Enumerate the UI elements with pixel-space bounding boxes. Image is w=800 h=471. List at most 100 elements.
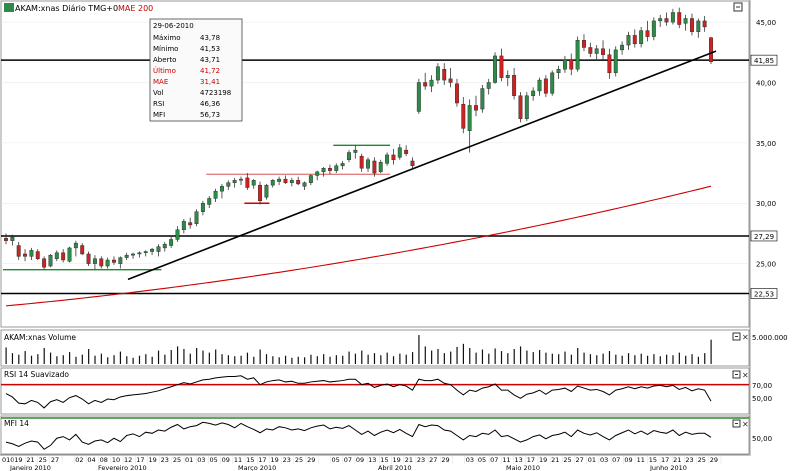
candle-body	[366, 159, 370, 169]
symbol-title[interactable]: AKAM:xnas Diário TMG+0	[15, 4, 118, 13]
rsi-panel-controls[interactable]: ✕	[732, 370, 749, 380]
day-tick-label: 03	[600, 456, 608, 464]
day-tick-label: 05	[331, 456, 339, 464]
day-tick-label: 23	[417, 456, 425, 464]
candle-body	[601, 48, 605, 55]
candle-body	[99, 258, 104, 267]
candle-body	[200, 203, 205, 212]
volume-bar	[596, 355, 598, 364]
volume-bar	[316, 356, 318, 364]
volume-bar	[386, 352, 388, 364]
trendline[interactable]	[127, 50, 717, 281]
level-label-box	[750, 288, 778, 299]
volume-bar	[62, 355, 64, 364]
candle-body	[4, 238, 8, 241]
candle-body	[594, 48, 599, 54]
candle-body	[359, 155, 364, 169]
candle-body	[677, 12, 682, 25]
volume-bar	[100, 353, 102, 364]
candle-body	[283, 178, 288, 183]
candle-body	[569, 59, 574, 70]
candle-body	[219, 186, 224, 192]
day-tick-label: 25	[563, 456, 571, 464]
volume-bar	[539, 350, 541, 364]
candle-body	[397, 147, 402, 158]
header-close-icon[interactable]	[733, 2, 743, 12]
candle-body	[239, 178, 243, 181]
volume-bar	[234, 356, 236, 364]
volume-bar	[526, 350, 528, 364]
volume-bar	[37, 354, 39, 364]
volume-bar	[577, 347, 579, 364]
candle-body	[562, 59, 567, 70]
candle-body	[48, 254, 53, 267]
volume-bar	[335, 355, 337, 364]
mfi-panel-controls[interactable]: ✕	[732, 419, 749, 429]
day-tick-label: 09	[356, 456, 364, 464]
volume-bar	[202, 350, 204, 364]
ma-label[interactable]: MAE 200	[118, 4, 153, 13]
volume-bar	[640, 353, 642, 364]
volume-bar	[589, 354, 592, 364]
candle-body	[302, 182, 307, 187]
volume-bar	[691, 354, 693, 364]
day-tick-label: 27	[576, 456, 584, 464]
candle-body	[162, 244, 167, 249]
candle-body	[626, 35, 631, 46]
rsi-tick-70: 70,00	[752, 382, 772, 390]
volume-bar	[94, 355, 96, 364]
candle-body	[16, 245, 21, 257]
volume-bar	[634, 355, 636, 364]
day-tick-label: 19	[148, 456, 156, 464]
day-tick-label: 15	[246, 456, 254, 464]
rsi-close-icon[interactable]: ✕	[742, 371, 749, 380]
day-tick-label: 21	[26, 456, 34, 464]
day-tick-label: 01	[588, 456, 596, 464]
volume-bar	[685, 355, 687, 364]
day-tick-label: 03	[466, 456, 474, 464]
volume-bar	[602, 353, 604, 364]
candlesticks	[4, 7, 713, 270]
candle-body	[54, 252, 59, 259]
volume-bar	[659, 356, 661, 364]
day-tick-label: 10	[112, 456, 120, 464]
candle-body	[175, 229, 180, 240]
candle-body	[42, 258, 47, 268]
volume-bar	[259, 349, 261, 364]
volume-bar	[43, 347, 45, 364]
day-tick-label: 25	[39, 456, 47, 464]
month-label: Fevereiro 2010	[98, 464, 147, 471]
month-label: Março 2010	[238, 464, 276, 471]
candle-body	[537, 79, 542, 92]
volume-bar	[189, 353, 191, 364]
candle-body	[505, 75, 510, 78]
candle-body	[143, 251, 148, 253]
candle-body	[131, 253, 135, 256]
data-tooltip: 29-06-2010 Máximo 43,78 Mínimo 41,53 Aberto 4…	[149, 18, 243, 122]
candle-body	[645, 30, 650, 37]
volume-bar	[469, 347, 471, 364]
day-tick-label: 25	[173, 456, 181, 464]
day-tick-label: 15	[649, 456, 657, 464]
volume-panel-controls[interactable]: ✕	[732, 332, 749, 342]
day-tick-label: 02	[75, 456, 83, 464]
mfi-close-icon[interactable]: ✕	[742, 420, 749, 429]
volume-bar	[329, 356, 331, 364]
volume-bar	[462, 343, 464, 364]
day-tick-label: 07	[612, 456, 620, 464]
rsi-layer	[1, 375, 749, 409]
mfi-line	[5, 421, 712, 450]
volume-bar	[183, 349, 185, 364]
level-label-box	[750, 230, 778, 242]
volume-bar	[418, 335, 420, 364]
volume-panel-frame	[0, 329, 750, 367]
tooltip-label: MAE	[153, 78, 168, 86]
date-axis: 010 19 21 25 27 02 04 08 10 12 17 19 23 25 01 03 05 09 11 1…	[0, 454, 749, 471]
volume-bar	[367, 354, 369, 364]
volume-bar	[411, 352, 414, 364]
candle-body	[347, 152, 351, 160]
volume-bar	[405, 354, 407, 364]
volume-close-icon[interactable]: ✕	[742, 333, 749, 342]
volume-bar	[24, 351, 26, 364]
